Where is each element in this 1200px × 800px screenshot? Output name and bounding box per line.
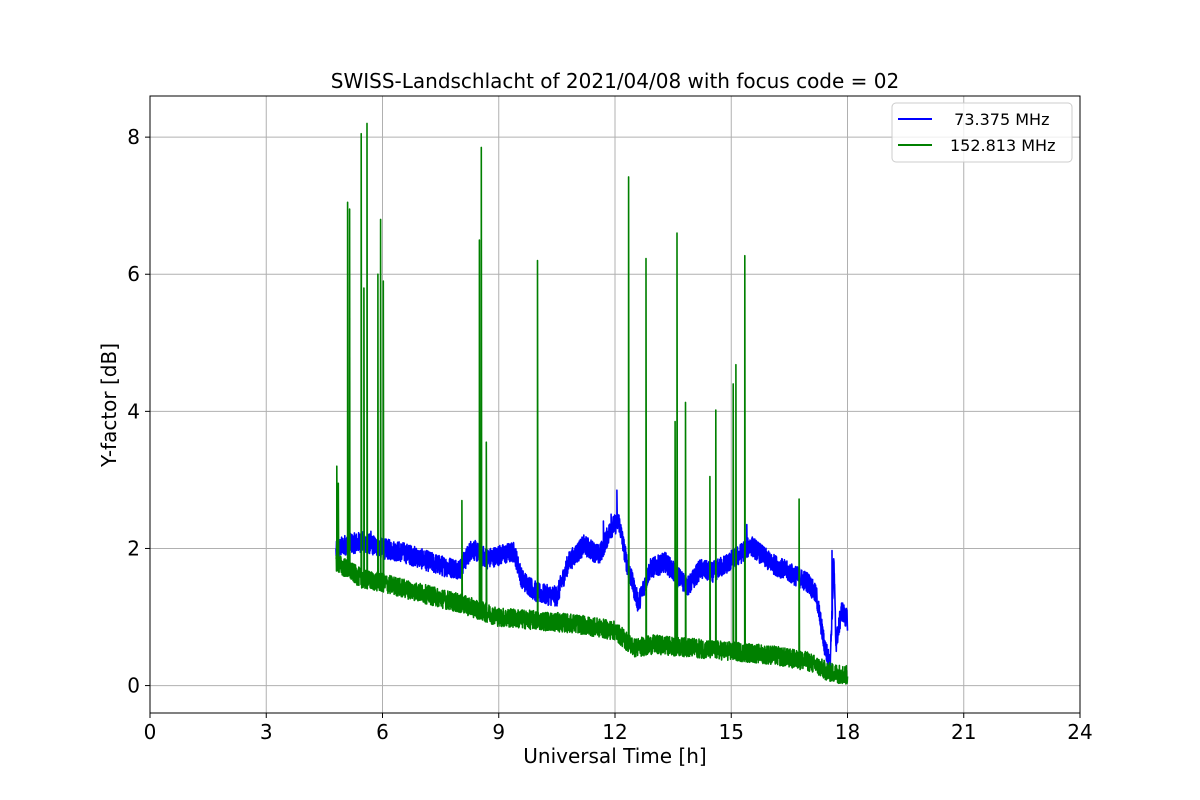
grid-layer [149,96,1081,713]
data-layer [335,122,849,685]
legend: 73.375 MHz 152.813 MHz [891,102,1073,163]
legend-box [891,102,1073,163]
x-tick-label: 3 [260,720,273,744]
chart-title: SWISS-Landschlacht of 2021/04/08 with fo… [331,69,899,93]
y-tick-label: 8 [127,125,140,149]
x-tick-label: 0 [144,720,157,744]
x-tick-label: 9 [492,720,505,744]
x-tick-label: 12 [602,720,627,744]
y-tick-label: 6 [127,262,140,286]
x-tick-label: 21 [951,720,976,744]
y-tick-label: 0 [127,674,140,698]
legend-label-series-1: 73.375 MHz [944,110,1049,129]
y-tick-label: 4 [127,399,140,423]
x-axis-label: Universal Time [h] [523,744,706,768]
legend-label-series-2: 152.813 MHz [950,136,1055,155]
y-axis-label: Y-factor [dB] [97,343,121,468]
x-tick-label: 15 [719,720,744,744]
x-tick-label: 6 [376,720,389,744]
series-line-1 [335,489,849,676]
x-tick-label: 18 [835,720,860,744]
y-tick-label: 2 [127,536,140,560]
series-line-2 [335,122,849,685]
x-tick-label: 24 [1067,720,1092,744]
